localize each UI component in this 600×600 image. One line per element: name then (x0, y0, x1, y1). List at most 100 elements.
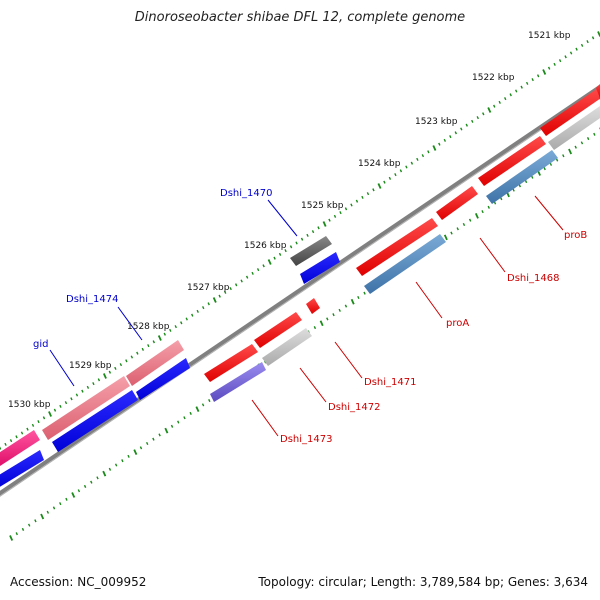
ruler-minor-tick (438, 142, 441, 146)
ruler-minor-tick (27, 523, 31, 527)
gene-features (0, 82, 600, 488)
gene-label-Dshi_1471[interactable]: Dshi_1471 (364, 377, 416, 388)
gene-arrow-proA[interactable] (356, 218, 438, 276)
ruler-major-tick (157, 335, 162, 341)
ruler-minor-tick (493, 104, 496, 108)
gene-label-Dshi_1473[interactable]: Dshi_1473 (280, 434, 332, 445)
ruler-minor-tick (108, 370, 112, 374)
ruler-minor-tick (108, 467, 112, 471)
genome-backbone (0, 84, 600, 496)
gene-arrow[interactable] (540, 88, 600, 136)
gene-arrow-reverse[interactable] (136, 358, 190, 400)
ruler-major-tick (164, 427, 169, 434)
ruler-minor-tick (586, 137, 590, 141)
label-line (534, 195, 564, 231)
gene-arrow[interactable] (548, 106, 600, 150)
gene-arrow-Dshi_1468[interactable] (436, 186, 478, 220)
ruler-minor-tick (514, 89, 518, 93)
ruler-major-tick (319, 320, 324, 327)
gene-arrow-gid[interactable] (42, 376, 130, 440)
ruler-label: 1530 kbp (8, 400, 51, 410)
gene-arrow[interactable] (596, 82, 600, 98)
ruler-minor-tick (59, 502, 62, 506)
ruler-minor-tick (421, 154, 425, 158)
ruler-minor-tick (177, 420, 180, 424)
ruler-minor-tick (256, 268, 260, 272)
ruler-minor-tick (191, 313, 194, 317)
ruler-major-tick (212, 297, 217, 303)
ruler-minor-tick (443, 138, 447, 142)
ruler-minor-tick (273, 256, 276, 260)
gene-arrow[interactable] (0, 430, 40, 466)
gene-arrow-Dshi_1471[interactable] (306, 298, 320, 314)
gene-arrow-proA-steel[interactable] (364, 234, 446, 294)
ruler-minor-tick (262, 264, 265, 268)
ruler-minor-tick (525, 81, 529, 85)
gene-arrow-Dshi_1474[interactable] (126, 340, 184, 386)
gene-arrow-proB[interactable] (478, 136, 546, 186)
gene-label-gid[interactable]: gid (33, 339, 48, 350)
ruler-minor-tick (313, 326, 317, 330)
gene-label-proA[interactable]: proA (446, 318, 469, 329)
ruler-minor-tick (394, 173, 397, 177)
ruler-minor-tick (471, 119, 474, 123)
gene-arrow-Dshi_1473-purple[interactable] (210, 362, 266, 402)
ruler-minor-tick (333, 214, 337, 218)
ruler-minor-tick (4, 442, 7, 446)
ruler-minor-tick (549, 162, 553, 166)
ruler-major-tick (195, 406, 200, 413)
ruler-minor-tick (90, 480, 93, 484)
gene-arrow-reverse[interactable] (52, 390, 138, 452)
gene-label-Dshi_1470[interactable]: Dshi_1470 (220, 188, 272, 199)
gene-arrow-proB-steel[interactable] (486, 150, 558, 204)
ruler-minor-tick (399, 169, 403, 173)
ruler-major-tick (71, 492, 76, 498)
ruler-minor-tick (65, 497, 68, 501)
ruler-minor-tick (586, 40, 589, 44)
ruler-minor-tick (524, 179, 528, 184)
ruler-major-tick (133, 449, 138, 455)
ruler-major-tick (542, 69, 547, 75)
ruler-minor-tick (141, 347, 145, 351)
ruler-minor-tick (26, 427, 29, 431)
ruler-minor-tick (311, 230, 315, 234)
ruler-minor-tick (558, 59, 562, 63)
ruler-minor-tick (332, 313, 335, 317)
gene-label-Dshi_1472[interactable]: Dshi_1472 (328, 402, 380, 413)
ruler-major-tick (40, 513, 45, 520)
ruler-minor-tick (20, 431, 24, 435)
gene-label-proB[interactable]: proB (564, 230, 587, 241)
ruler-minor-tick (174, 325, 177, 329)
ruler-minor-tick (504, 97, 507, 101)
ruler-minor-tick (427, 150, 430, 154)
ruler-minor-tick (121, 459, 124, 463)
gene-arrow-Dshi_1473[interactable] (204, 344, 258, 382)
label-line (251, 399, 279, 437)
ruler-minor-tick (145, 441, 149, 446)
genome-info-text: Topology: circular; Length: 3,789,584 bp… (258, 575, 588, 589)
ruler-minor-tick (306, 233, 309, 237)
gene-arrow-Dshi_1470[interactable] (290, 236, 332, 266)
ruler-minor-tick (468, 218, 472, 222)
gene-arrow-Dshi_1472-gray[interactable] (262, 328, 312, 366)
gene-arrow-reverse[interactable] (300, 252, 340, 284)
ruler-minor-tick (92, 382, 95, 386)
ruler-minor-tick (139, 446, 143, 450)
ruler-minor-tick (147, 344, 150, 348)
ruler-minor-tick (31, 423, 35, 427)
ruler-minor-tick (127, 454, 130, 458)
ruler-minor-tick (229, 287, 232, 291)
gene-arrow-reverse[interactable] (0, 450, 44, 488)
ruler-minor-tick (185, 317, 188, 321)
gene-label-Dshi_1468[interactable]: Dshi_1468 (507, 273, 559, 284)
gene-arrow-Dshi_1472[interactable] (254, 312, 302, 348)
ruler-major-tick (487, 107, 492, 113)
ruler-minor-tick (476, 116, 479, 120)
ruler-minor-tick (569, 51, 573, 55)
ruler-minor-tick (547, 66, 551, 70)
gene-label-Dshi_1474[interactable]: Dshi_1474 (66, 294, 118, 305)
ruler-minor-tick (284, 249, 287, 253)
ruler-label: 1521 kbp (528, 31, 571, 41)
ruler-label: 1528 kbp (127, 322, 170, 332)
ruler-minor-tick (372, 188, 375, 192)
